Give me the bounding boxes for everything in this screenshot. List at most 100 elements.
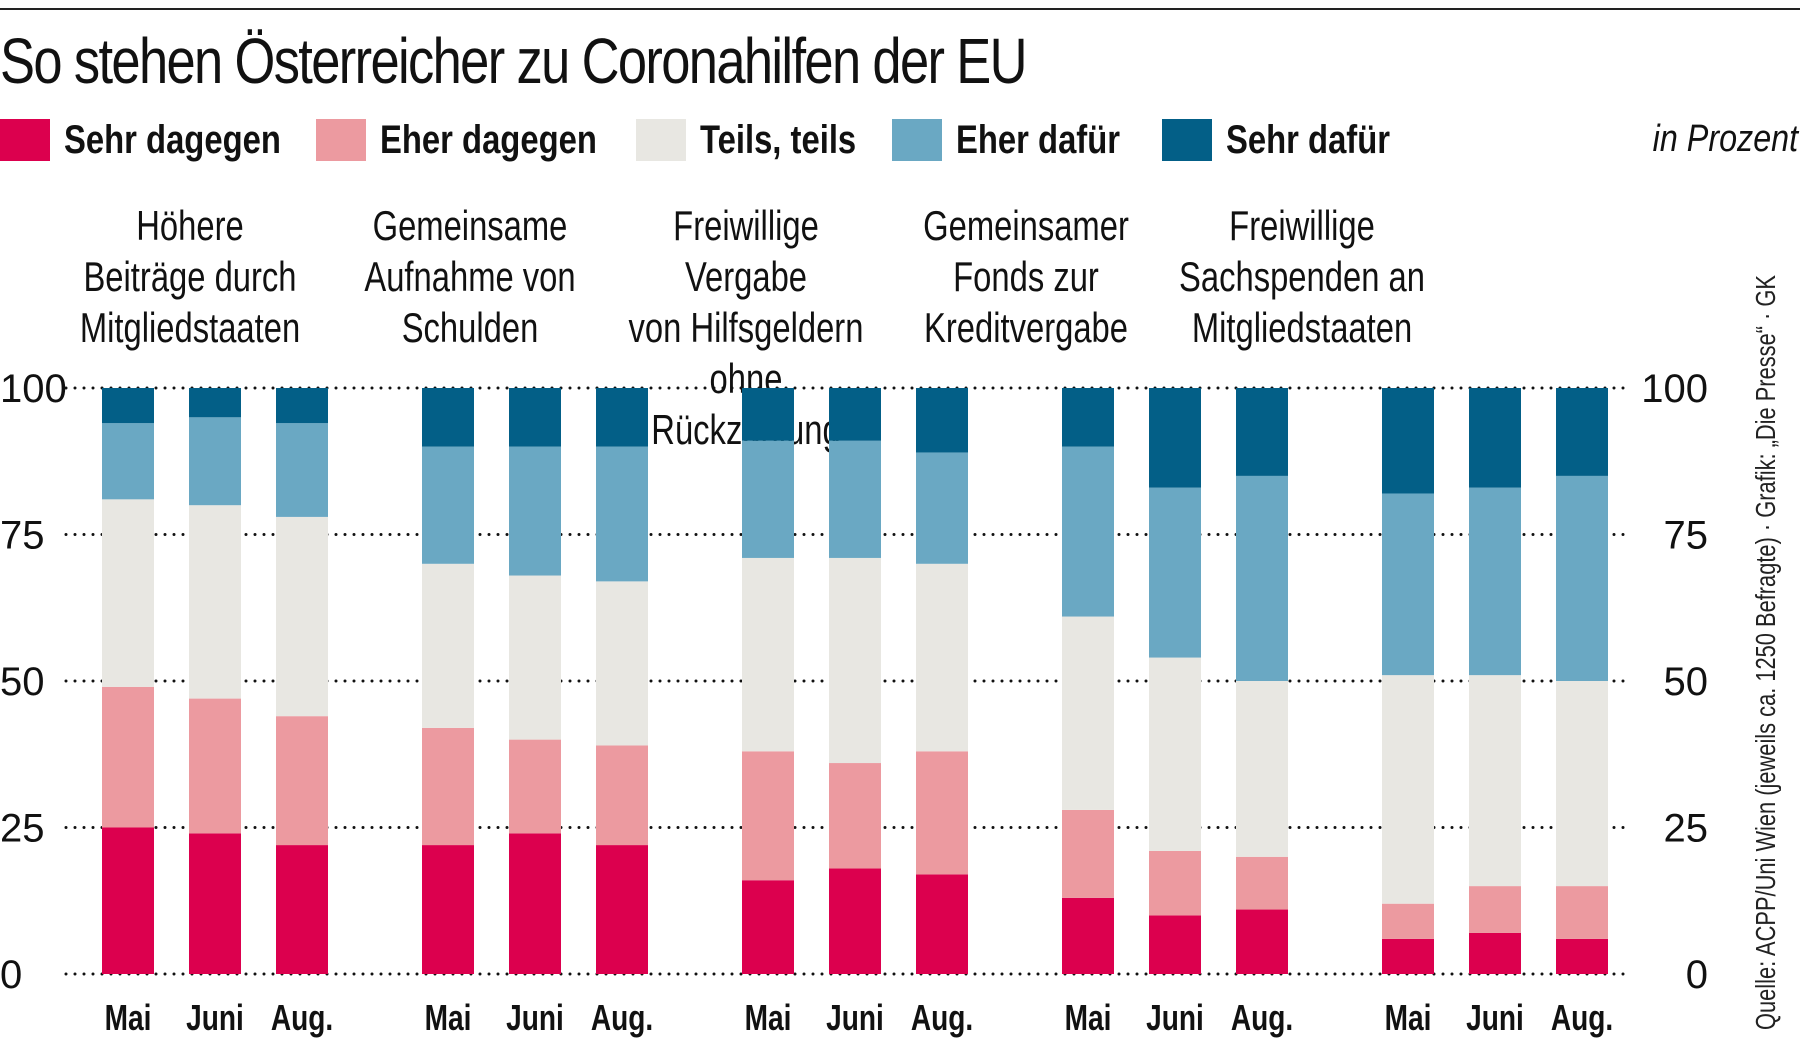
legend-item-eher-dagegen: Eher dagegen	[316, 118, 645, 162]
legend-label: Sehr dafür	[1226, 117, 1391, 162]
legend-item-sehr-dafuer: Sehr dafür	[1162, 118, 1426, 162]
bar-segment-eher-dagegen	[1149, 850, 1201, 916]
bar-segment-eher-dafür	[189, 417, 241, 506]
bar-segment-sehr-dagegen	[1382, 938, 1434, 974]
bar-segment-sehr-dafür	[276, 388, 328, 424]
bar-segment-eher-dagegen	[422, 727, 474, 846]
x-month-label: Aug.	[911, 998, 973, 1038]
bar-segment-sehr-dafür	[1556, 388, 1608, 476]
bar-segment-teils-teils	[742, 557, 794, 752]
bar-segment-eher-dafür	[102, 423, 154, 500]
top-rule	[0, 8, 1800, 10]
y-tick-label-right: 25	[1664, 807, 1709, 851]
bar-segment-eher-dagegen	[1556, 886, 1608, 939]
bar-segment-sehr-dagegen	[422, 845, 474, 974]
bar-segment-sehr-dagegen	[276, 845, 328, 974]
x-month-label: Mai	[1065, 998, 1112, 1038]
bar-segment-sehr-dagegen	[596, 845, 648, 974]
bar-segment-sehr-dafür	[1469, 388, 1521, 488]
y-tick-label-left: 0	[0, 953, 22, 997]
x-month-label: Mai	[1385, 998, 1432, 1038]
bar-segment-sehr-dagegen	[742, 880, 794, 974]
legend-item-sehr-dagegen: Sehr dagegen	[0, 118, 329, 162]
x-month-label: Juni	[1146, 998, 1204, 1038]
unit-note: in Prozent	[1652, 118, 1798, 160]
x-month-label: Mai	[105, 998, 152, 1038]
bar-segment-teils-teils	[829, 557, 881, 764]
bar-segment-sehr-dagegen	[916, 874, 968, 974]
x-month-label: Mai	[425, 998, 472, 1038]
legend-swatch	[892, 119, 942, 161]
legend-item-eher-dafuer: Eher dafür	[892, 118, 1156, 162]
bar-segment-sehr-dafür	[1236, 388, 1288, 476]
bar-segment-sehr-dafür	[742, 388, 794, 441]
bar-segment-teils-teils	[1556, 681, 1608, 887]
bar-segment-eher-dafür	[596, 446, 648, 582]
bar-segment-teils-teils	[1382, 675, 1434, 904]
legend-item-teils-teils: Teils, teils	[636, 118, 890, 162]
bar-segment-sehr-dafür	[102, 388, 154, 424]
bar-segment-sehr-dagegen	[1469, 932, 1521, 974]
bar-segment-eher-dagegen	[102, 686, 154, 828]
legend-swatch	[0, 119, 50, 161]
group-title: Gemeinsamer Fonds zur Kreditvergabe	[923, 202, 1129, 351]
bar-segment-teils-teils	[916, 563, 968, 752]
legend-swatch	[636, 119, 686, 161]
bar-segment-eher-dagegen	[276, 716, 328, 846]
bar-segment-eher-dafür	[742, 440, 794, 558]
bar-segment-eher-dagegen	[1469, 886, 1521, 933]
legend-label: Eher dafür	[956, 117, 1121, 162]
group-title: Gemeinsame Aufnahme von Schulden	[364, 202, 576, 351]
bar-segment-teils-teils	[1062, 616, 1114, 810]
bar-segment-eher-dagegen	[916, 751, 968, 875]
bar-segment-eher-dagegen	[596, 745, 648, 846]
bar-segment-teils-teils	[1149, 657, 1201, 851]
legend: Sehr dagegen Eher dagegen Teils, teils E…	[0, 118, 1800, 162]
y-tick-label-left: 50	[0, 660, 45, 704]
y-tick-label-right: 75	[1664, 514, 1709, 558]
bar-segment-eher-dagegen	[189, 698, 241, 834]
bar-segment-sehr-dagegen	[1149, 915, 1201, 974]
bar-segment-sehr-dagegen	[829, 868, 881, 974]
legend-swatch	[1162, 119, 1212, 161]
bar-segment-teils-teils	[509, 575, 561, 740]
bar-segment-teils-teils	[1469, 675, 1521, 887]
bar-segment-teils-teils	[189, 505, 241, 699]
bar-segment-sehr-dafür	[1149, 388, 1201, 488]
x-month-label: Juni	[1466, 998, 1524, 1038]
bar-segment-eher-dagegen	[509, 739, 561, 834]
bar-segment-teils-teils	[276, 516, 328, 717]
bar-segment-sehr-dagegen	[509, 833, 561, 974]
bar-segment-eher-dagegen	[1062, 809, 1114, 898]
x-month-label: Aug.	[1551, 998, 1613, 1038]
group-title: Freiwillige Sachspenden an Mitgliedstaat…	[1179, 202, 1425, 351]
x-month-label: Aug.	[591, 998, 653, 1038]
x-month-label: Aug.	[271, 998, 333, 1038]
bar-segment-eher-dafür	[422, 446, 474, 564]
bar-segment-teils-teils	[102, 499, 154, 687]
legend-label: Sehr dagegen	[64, 117, 281, 162]
bar-segment-sehr-dagegen	[189, 833, 241, 974]
bar-segment-eher-dafür	[829, 440, 881, 558]
x-month-label: Aug.	[1231, 998, 1293, 1038]
bar-segment-sehr-dagegen	[1062, 897, 1114, 974]
y-tick-label-right: 100	[1641, 367, 1708, 411]
bar-segment-eher-dafür	[916, 452, 968, 564]
bar-segment-eher-dafür	[509, 446, 561, 576]
bar-segment-eher-dafür	[1236, 475, 1288, 681]
y-tick-label-right: 0	[1686, 953, 1708, 997]
bar-segment-sehr-dafür	[189, 388, 241, 418]
bar-segment-eher-dafür	[1469, 487, 1521, 676]
bar-segment-sehr-dagegen	[1236, 909, 1288, 974]
bar-segment-eher-dagegen	[829, 763, 881, 869]
bar-segment-eher-dafür	[1149, 487, 1201, 658]
x-month-label: Juni	[826, 998, 884, 1038]
bar-segment-sehr-dafür	[1382, 388, 1434, 494]
bar-segment-teils-teils	[1236, 681, 1288, 857]
bar-segment-teils-teils	[596, 581, 648, 746]
bar-segment-eher-dafür	[1382, 493, 1434, 676]
legend-swatch	[316, 119, 366, 161]
bar-segment-teils-teils	[422, 563, 474, 728]
bar-segment-sehr-dafür	[916, 388, 968, 453]
bar-segment-sehr-dagegen	[1556, 938, 1608, 974]
